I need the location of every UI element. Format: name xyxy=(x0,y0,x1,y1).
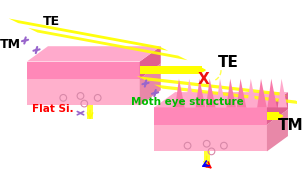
Polygon shape xyxy=(230,79,236,107)
Polygon shape xyxy=(240,79,246,107)
Polygon shape xyxy=(154,92,288,107)
Polygon shape xyxy=(261,79,267,107)
Polygon shape xyxy=(140,64,161,105)
Polygon shape xyxy=(140,66,202,74)
Text: TM: TM xyxy=(0,38,21,51)
Text: Flat Si.: Flat Si. xyxy=(32,104,73,114)
Text: TE: TE xyxy=(43,15,60,28)
Text: TM: TM xyxy=(278,118,304,133)
Polygon shape xyxy=(226,79,236,107)
Polygon shape xyxy=(27,64,161,79)
Polygon shape xyxy=(267,109,288,151)
Polygon shape xyxy=(185,79,195,107)
Polygon shape xyxy=(140,46,161,79)
Polygon shape xyxy=(27,61,140,79)
Polygon shape xyxy=(268,79,277,107)
Polygon shape xyxy=(154,107,267,125)
Text: TE: TE xyxy=(218,55,239,70)
Polygon shape xyxy=(196,79,205,107)
Polygon shape xyxy=(216,79,226,107)
Polygon shape xyxy=(189,79,195,107)
Text: Moth eye structure: Moth eye structure xyxy=(131,97,244,107)
Polygon shape xyxy=(220,79,226,107)
Polygon shape xyxy=(271,79,277,107)
Polygon shape xyxy=(206,79,216,107)
Polygon shape xyxy=(204,151,209,167)
Text: X: X xyxy=(198,72,210,87)
Polygon shape xyxy=(9,19,168,51)
Polygon shape xyxy=(237,79,246,107)
Polygon shape xyxy=(179,79,185,107)
Polygon shape xyxy=(267,112,279,120)
Polygon shape xyxy=(257,79,267,107)
Polygon shape xyxy=(28,28,188,60)
Polygon shape xyxy=(282,79,287,107)
Polygon shape xyxy=(154,84,304,105)
Polygon shape xyxy=(27,46,161,61)
Polygon shape xyxy=(27,79,140,105)
Polygon shape xyxy=(278,79,287,107)
Polygon shape xyxy=(175,79,185,107)
Polygon shape xyxy=(210,79,216,107)
Polygon shape xyxy=(251,79,257,107)
Polygon shape xyxy=(247,79,257,107)
Polygon shape xyxy=(87,105,93,119)
Polygon shape xyxy=(137,76,287,96)
Polygon shape xyxy=(267,92,288,125)
Polygon shape xyxy=(154,125,267,151)
Polygon shape xyxy=(199,79,205,107)
Polygon shape xyxy=(154,109,288,125)
